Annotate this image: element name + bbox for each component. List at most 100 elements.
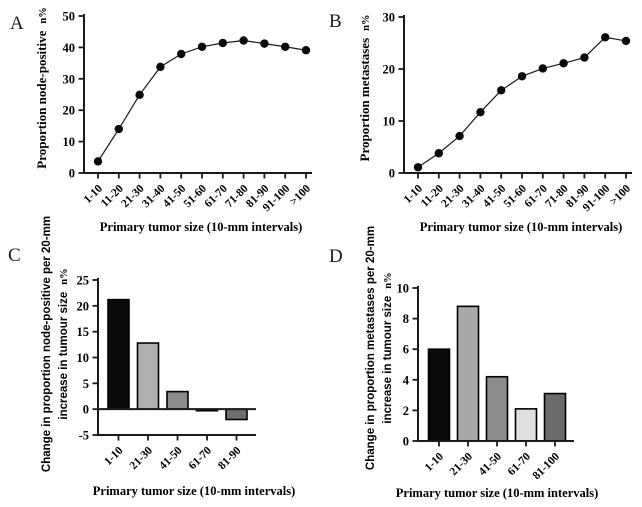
panel-d-y-axis-unit: n% xyxy=(383,272,394,289)
data-point-21-30 xyxy=(135,90,144,100)
y-tick-label: 0 xyxy=(83,403,89,417)
y-tick-label: 40 xyxy=(63,41,76,55)
y-tick-label: 0 xyxy=(389,167,395,181)
data-point->100 xyxy=(301,46,311,55)
panel-a-y-axis-title-text: Proportion node-positive xyxy=(34,30,49,169)
x-tick-label: 21-30 xyxy=(439,182,467,210)
y-tick-label: 5 xyxy=(83,377,89,391)
bar-41-50 xyxy=(166,390,189,410)
x-tick-label: 21-30 xyxy=(119,182,147,210)
y-tick-label: 10 xyxy=(63,135,76,149)
panel-a-x-axis-title: Primary tumor size (10-mm intervals) xyxy=(99,220,303,234)
x-tick-label: 81-100 xyxy=(531,450,563,482)
y-tick-label: 0 xyxy=(69,167,75,181)
panel-c-y-axis-title: Change in proportion node-positive per 2… xyxy=(39,216,74,472)
x-tick-label: 31-40 xyxy=(140,182,168,210)
y-tick-label: 4 xyxy=(403,373,410,387)
data-point-51-60 xyxy=(517,72,527,81)
bar-21-30 xyxy=(136,342,160,410)
bar-81-100 xyxy=(543,392,567,442)
data-point-61-70 xyxy=(218,38,227,48)
panel-c-y-axis-unit: n% xyxy=(59,268,70,285)
data-point-81-90 xyxy=(580,53,589,62)
panel-c-x-axis-title: Primary tumor size (10-mm intervals) xyxy=(92,484,296,498)
x-tick-label: >100 xyxy=(608,182,633,207)
x-tick-label: 71-80 xyxy=(223,182,251,210)
panel-d-y-axis-title-line2: increase in tumour sizen% xyxy=(382,272,394,424)
data-point-91-100 xyxy=(281,42,290,51)
panel-c-y-axis-title-line1: Change in proportion node-positive per 2… xyxy=(40,215,53,473)
data-point-71-80 xyxy=(559,59,568,68)
x-tick-label: 81-90 xyxy=(216,444,244,472)
y-tick-label: 0 xyxy=(403,435,409,449)
y-tick-label: 2 xyxy=(403,404,409,418)
x-tick-label: 71-80 xyxy=(543,182,571,210)
y-tick-label: 10 xyxy=(397,282,410,296)
x-tick-label: 61-70 xyxy=(202,182,230,210)
x-tick-label: >100 xyxy=(288,182,313,207)
panel-d-y-axis-title-line1: Change in proportion metastases per 20-m… xyxy=(364,225,377,471)
x-tick-label: 31-40 xyxy=(460,182,488,210)
bar-81-90 xyxy=(225,408,248,421)
x-tick-label: 1-10 xyxy=(423,450,447,474)
panel-c-y-axis-title-line2: increase in tumour sizen% xyxy=(58,268,70,420)
data-point-41-50 xyxy=(497,86,506,95)
y-tick-label: 30 xyxy=(63,72,76,86)
x-tick-label: 41-50 xyxy=(157,444,185,472)
panel-a-y-axis-title: Proportion node-positive n% xyxy=(34,7,50,168)
y-tick-label: 8 xyxy=(403,312,409,326)
data-point-61-70 xyxy=(538,64,547,73)
x-tick-label: 1-10 xyxy=(102,444,126,468)
panel-b-letter: B xyxy=(329,11,342,32)
panel-b-x-axis-title: Primary tumor size (10-mm intervals) xyxy=(419,220,623,234)
x-tick-label: 21-30 xyxy=(128,444,156,472)
panel-c-bar-chart: -5 0 5 10 15 20 25 1-10 21-30 41-50 61-70 81-90 xyxy=(77,274,256,472)
bar-21-30 xyxy=(456,305,480,442)
panel-d-letter: D xyxy=(329,246,343,267)
panel-b-line-chart: 01020301-1011-2021-3031-4041-5051-6061-7… xyxy=(383,11,634,215)
panel-a-letter: A xyxy=(10,13,24,34)
y-tick-label: 30 xyxy=(383,11,396,25)
panel-b-y-axis-unit: n% xyxy=(361,14,372,31)
panel-c-letter: C xyxy=(8,245,21,266)
data-point-21-30 xyxy=(455,131,464,141)
data-point-81-90 xyxy=(260,39,269,48)
y-tick-label: 50 xyxy=(63,10,76,24)
bar-1-10 xyxy=(107,298,130,410)
data-point-31-40 xyxy=(476,107,485,117)
bar-1-10 xyxy=(427,348,451,442)
x-tick-label: 41-50 xyxy=(477,450,505,478)
data-point->100 xyxy=(621,36,631,46)
data-point-51-60 xyxy=(197,42,207,51)
panel-b-y-axis-title-text: Proportion metastases xyxy=(357,37,372,162)
bar-41-50 xyxy=(485,375,509,442)
data-point-11-20 xyxy=(434,149,443,158)
data-point-71-80 xyxy=(239,36,248,45)
data-point-11-20 xyxy=(114,124,124,134)
data-point-91-100 xyxy=(601,33,610,42)
y-tick-label: 20 xyxy=(63,104,76,118)
bar-61-70 xyxy=(514,408,538,442)
y-tick-label: 15 xyxy=(77,325,90,339)
y-tick-label: 25 xyxy=(77,274,90,288)
data-point-1-10 xyxy=(413,163,423,172)
data-line xyxy=(97,39,307,162)
y-tick-label: 20 xyxy=(77,299,90,313)
y-tick-label: 10 xyxy=(383,115,396,129)
panel-a-y-axis-unit: n% xyxy=(38,7,49,24)
x-tick-label: 41-50 xyxy=(161,182,189,210)
x-tick-label: 51-60 xyxy=(182,182,210,210)
y-tick-label: 10 xyxy=(77,351,90,365)
data-point-31-40 xyxy=(156,62,165,72)
x-tick-label: 61-70 xyxy=(506,450,534,478)
y-tick-label: 6 xyxy=(403,343,409,357)
panel-b-y-axis-title: Proportion metastases n% xyxy=(357,15,373,162)
data-line xyxy=(417,36,627,168)
data-point-1-10 xyxy=(93,157,103,166)
data-point-41-50 xyxy=(177,49,186,59)
panel-d-x-axis-title: Primary tumor size (10-mm intervals) xyxy=(395,486,599,500)
panel-a-line-chart: 010203040501-1011-2021-3031-4041-5051-60… xyxy=(63,10,314,215)
x-tick-label: 61-70 xyxy=(522,182,550,210)
